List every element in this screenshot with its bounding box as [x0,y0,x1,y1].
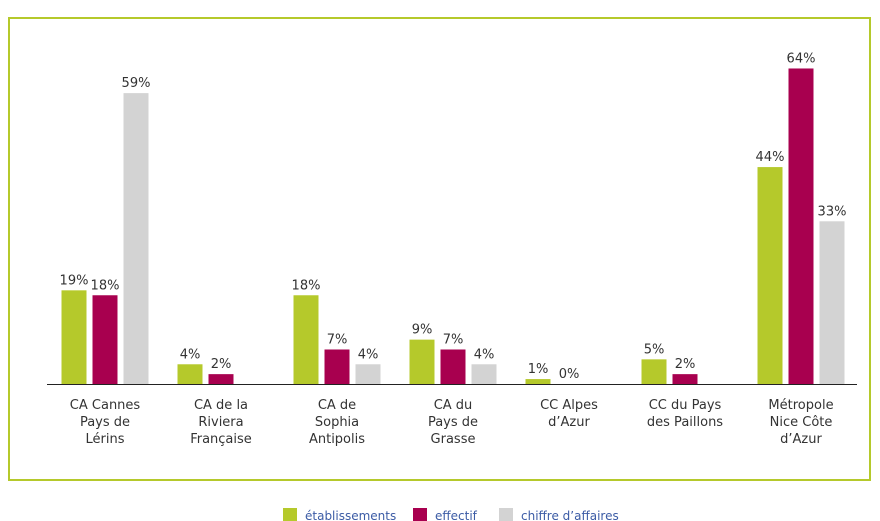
legend-swatch [499,508,513,521]
x-tick-line: Nice Côte [770,415,833,430]
x-tick-line: des Paillons [647,415,723,430]
legend-label: effectif [435,509,478,521]
value-label: 18% [91,278,120,293]
value-label: 59% [122,76,151,91]
legend-label: établissements [305,509,396,521]
value-label: 18% [292,278,321,293]
x-tick-line: d’Azur [548,415,590,430]
value-label: 4% [180,347,201,362]
x-tick-line: Riviera [198,415,243,430]
value-label: 4% [358,347,379,362]
legend-swatch [413,508,427,521]
bar [471,364,497,384]
bar [324,349,350,384]
x-tick-line: CA de la [194,398,248,413]
bar [672,374,698,384]
value-label: 44% [756,150,785,165]
bar [641,359,667,384]
bar [208,374,234,384]
value-label: 0% [559,367,580,382]
bar [819,221,845,384]
legend-label: chiffre d’affaires [521,509,619,521]
value-label: 33% [818,204,847,219]
x-tick-line: Sophia [315,415,359,430]
x-tick-label: CA du Pays de Grasse [428,398,478,447]
x-tick-label: Métropole Nice Côte d’Azur [768,398,833,447]
chart-frame [8,17,871,481]
x-tick-line: Pays de [80,415,130,430]
x-tick-line: CA Cannes [70,398,141,413]
value-label: 2% [675,357,696,372]
x-tick-line: CC Alpes [540,398,598,413]
x-tick-label: CA Cannes Pays de Lérins [70,398,141,447]
bar [757,167,783,384]
bar [293,295,319,384]
x-tick-line: CC du Pays [649,398,722,413]
value-label: 1% [528,362,549,377]
value-label: 7% [443,332,464,347]
x-tick-line: Française [190,432,252,447]
bar [525,379,551,384]
bar [61,290,87,384]
x-tick-label: CA de la Riviera Française [190,398,252,447]
x-tick-line: Métropole [768,398,833,413]
value-label: 64% [787,51,816,66]
value-label: 2% [211,357,232,372]
value-label: 4% [474,347,495,362]
value-label: 9% [412,323,433,338]
x-tick-line: Pays de [428,415,478,430]
bar [440,349,466,384]
x-tick-line: Antipolis [309,432,365,447]
bar [788,68,814,384]
value-label: 19% [60,273,89,288]
value-label: 7% [327,332,348,347]
x-tick-line: d’Azur [780,432,822,447]
x-tick-line: Grasse [431,432,476,447]
legend-swatch [283,508,297,521]
x-tick-line: CA de [318,398,356,413]
bar [177,364,203,384]
value-label: 5% [644,342,665,357]
bar [92,295,118,384]
x-tick-label: CC Alpes d’Azur [540,398,598,430]
x-tick-line: Lérins [86,432,125,447]
x-tick-line: CA du [434,398,473,413]
bar [123,93,149,384]
x-tick-label: CC du Pays des Paillons [647,398,723,430]
x-tick-label: CA de Sophia Antipolis [309,398,365,447]
bar [409,339,435,384]
bar [355,364,381,384]
